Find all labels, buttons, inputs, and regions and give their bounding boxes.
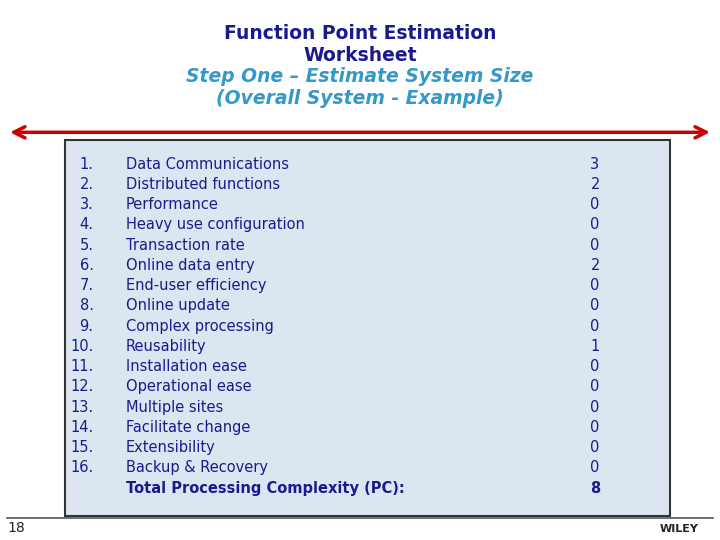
- Text: 12.: 12.: [71, 379, 94, 394]
- Text: Total Processing Complexity (PC):: Total Processing Complexity (PC):: [126, 481, 405, 496]
- Text: 0: 0: [590, 379, 600, 394]
- Text: 0: 0: [590, 319, 600, 334]
- Text: Extensibility: Extensibility: [126, 440, 216, 455]
- Text: Distributed functions: Distributed functions: [126, 177, 280, 192]
- Text: Operational ease: Operational ease: [126, 379, 251, 394]
- Text: 1: 1: [590, 339, 600, 354]
- Text: 0: 0: [590, 298, 600, 313]
- Text: Step One – Estimate System Size: Step One – Estimate System Size: [186, 68, 534, 86]
- Text: Complex processing: Complex processing: [126, 319, 274, 334]
- Text: Function Point Estimation: Function Point Estimation: [224, 24, 496, 43]
- Text: 0: 0: [590, 400, 600, 415]
- Text: Multiple sites: Multiple sites: [126, 400, 223, 415]
- Text: 3.: 3.: [80, 197, 94, 212]
- Text: 16.: 16.: [71, 460, 94, 475]
- Text: Transaction rate: Transaction rate: [126, 238, 245, 253]
- Text: Backup & Recovery: Backup & Recovery: [126, 460, 268, 475]
- FancyArrowPatch shape: [14, 127, 706, 138]
- Text: 0: 0: [590, 440, 600, 455]
- Text: Installation ease: Installation ease: [126, 359, 247, 374]
- Text: 13.: 13.: [71, 400, 94, 415]
- Text: 7.: 7.: [79, 278, 94, 293]
- Text: 2: 2: [590, 258, 600, 273]
- Text: WILEY: WILEY: [660, 523, 698, 534]
- Text: 5.: 5.: [80, 238, 94, 253]
- Text: 0: 0: [590, 278, 600, 293]
- Text: 0: 0: [590, 420, 600, 435]
- Text: Online update: Online update: [126, 298, 230, 313]
- Text: 9.: 9.: [80, 319, 94, 334]
- Text: 4.: 4.: [80, 217, 94, 232]
- Text: 0: 0: [590, 197, 600, 212]
- Text: 3: 3: [590, 157, 600, 172]
- Text: Reusability: Reusability: [126, 339, 207, 354]
- Text: Worksheet: Worksheet: [303, 46, 417, 65]
- Text: 6.: 6.: [80, 258, 94, 273]
- Text: 0: 0: [590, 359, 600, 374]
- Text: 8: 8: [590, 481, 600, 496]
- Text: Online data entry: Online data entry: [126, 258, 255, 273]
- Text: End-user efficiency: End-user efficiency: [126, 278, 266, 293]
- Text: 11.: 11.: [71, 359, 94, 374]
- Text: 0: 0: [590, 217, 600, 232]
- Text: Facilitate change: Facilitate change: [126, 420, 251, 435]
- Text: 8.: 8.: [80, 298, 94, 313]
- Text: 2.: 2.: [79, 177, 94, 192]
- Text: 14.: 14.: [71, 420, 94, 435]
- Text: (Overall System - Example): (Overall System - Example): [216, 89, 504, 108]
- Text: 18: 18: [7, 521, 25, 535]
- Text: Data Communications: Data Communications: [126, 157, 289, 172]
- Text: 0: 0: [590, 238, 600, 253]
- Text: 15.: 15.: [71, 440, 94, 455]
- Text: 2: 2: [590, 177, 600, 192]
- Text: 10.: 10.: [71, 339, 94, 354]
- Text: 1.: 1.: [80, 157, 94, 172]
- Text: 0: 0: [590, 460, 600, 475]
- Text: Performance: Performance: [126, 197, 219, 212]
- FancyBboxPatch shape: [65, 140, 670, 516]
- Text: Heavy use configuration: Heavy use configuration: [126, 217, 305, 232]
